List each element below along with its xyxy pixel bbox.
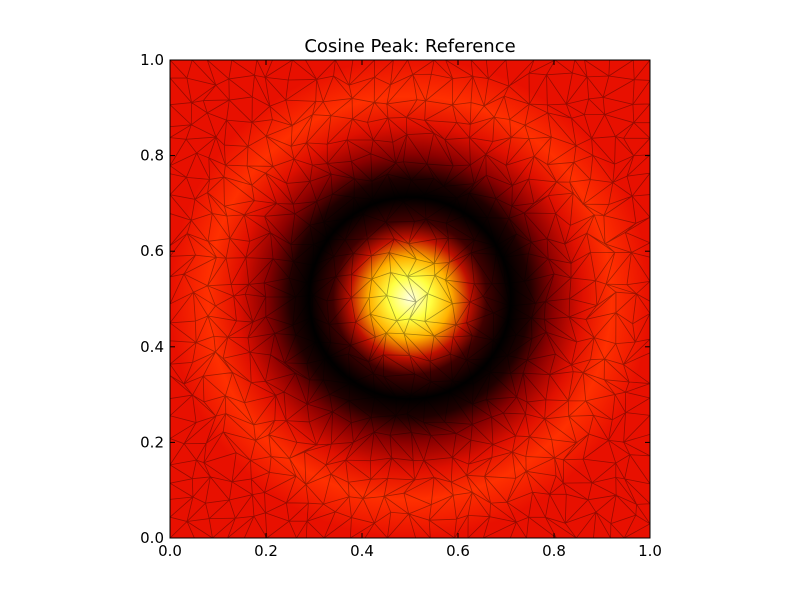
chart-title: Cosine Peak: Reference [304,36,515,57]
triangular-mesh [170,60,650,538]
heatmap-field [170,60,650,538]
plot-area [170,60,650,538]
y-tick-label: 0.2 [140,433,164,451]
x-tick-label: 1.0 [638,542,662,560]
x-tick-label: 0.0 [158,542,182,560]
axis-ticks [169,59,651,539]
x-tick-label: 0.4 [350,542,374,560]
y-tick-label: 0.6 [140,242,164,260]
x-tick-label: 0.6 [446,542,470,560]
axes-frame [169,59,651,539]
x-tick-label: 0.8 [542,542,566,560]
x-tick-label: 0.2 [254,542,278,560]
y-tick-label: 0.4 [140,338,164,356]
y-tick-label: 0.8 [140,147,164,165]
mesh-edges [170,60,650,538]
y-tick-label: 1.0 [140,51,164,69]
axis-tick-labels: 0.0 0.2 0.4 0.6 0.8 1.0 0.0 0.2 0.4 0.6 0.8 1.0 [140,51,662,560]
y-tick-label: 0.0 [140,529,164,547]
